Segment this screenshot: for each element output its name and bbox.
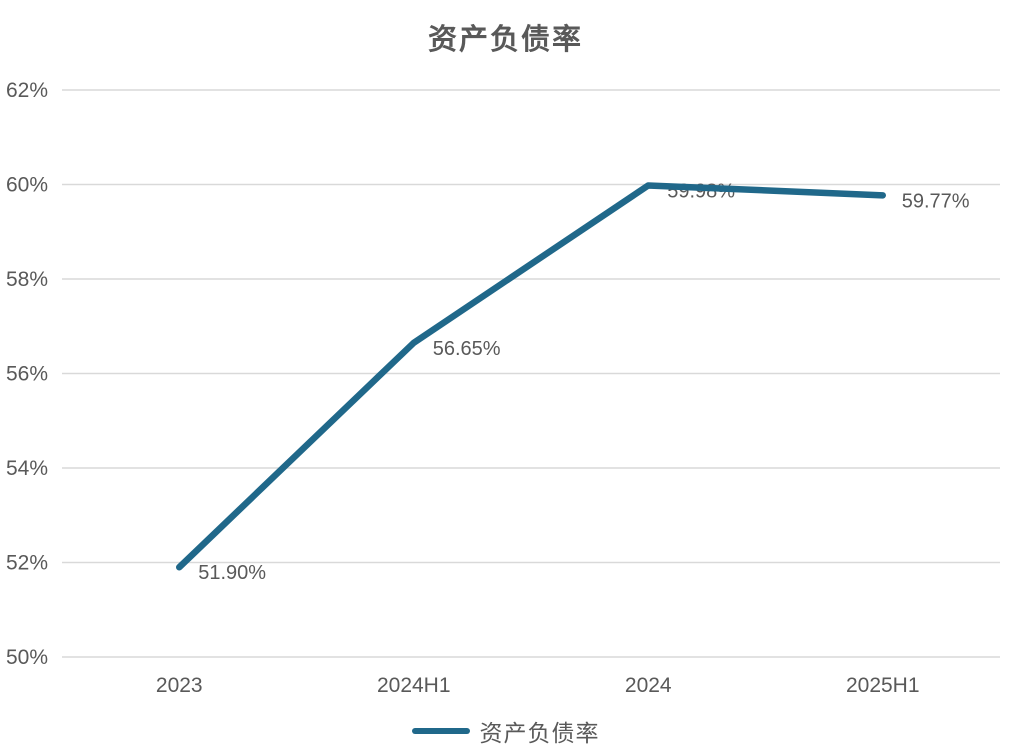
y-axis-tick-label: 52% [6, 552, 48, 575]
y-axis-tick-label: 62% [6, 79, 48, 102]
x-axis-tick-label: 2024 [625, 674, 672, 697]
x-axis-tick-label: 2024H1 [377, 674, 451, 697]
data-point-label: 51.90% [198, 562, 266, 584]
x-axis-tick-label: 2023 [156, 674, 203, 697]
y-axis-tick-label: 56% [6, 363, 48, 386]
legend-series-label: 资产负债率 [479, 720, 600, 746]
data-point-label: 56.65% [433, 338, 501, 360]
y-axis-tick-label: 50% [6, 646, 48, 669]
chart-title: 资产负债率 [427, 24, 583, 56]
chart-legend: 资产负债率 [0, 714, 1011, 748]
y-axis-tick-label: 58% [6, 268, 48, 291]
data-point-label: 59.77% [902, 190, 970, 212]
x-axis-tick-label: 2025H1 [846, 674, 920, 697]
series-line [176, 182, 886, 571]
y-axis-tick-label: 54% [6, 457, 48, 480]
y-axis-tick-label: 60% [6, 174, 48, 197]
legend-line-swatch [411, 728, 470, 734]
